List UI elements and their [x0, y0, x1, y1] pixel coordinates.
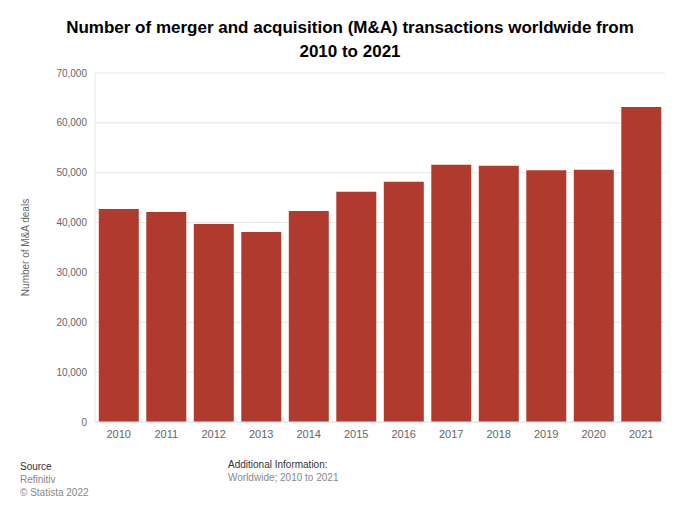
- html-text:Additional Information:: Additional Information:: [228, 459, 328, 470]
- svg-text:0: 0: [81, 417, 87, 428]
- svg-text:2018: 2018: [487, 428, 511, 440]
- html-text:Worldwide; 2010 to 2021: Worldwide; 2010 to 2021: [228, 472, 339, 483]
- html-text:Source: Source: [20, 461, 52, 472]
- svg-text:2015: 2015: [344, 428, 368, 440]
- svg-text:2014: 2014: [297, 428, 321, 440]
- svg-text:2011: 2011: [154, 428, 178, 440]
- svg-text:10,000: 10,000: [56, 367, 87, 378]
- html-text:© Statista 2022: © Statista 2022: [20, 487, 89, 498]
- html-text:Refinitiv: Refinitiv: [20, 474, 56, 485]
- svg-text:60,000: 60,000: [56, 117, 87, 128]
- svg-text:2012: 2012: [202, 428, 226, 440]
- svg-text:40,000: 40,000: [56, 217, 87, 228]
- svg-text:2010: 2010: [107, 428, 131, 440]
- svg-text:2017: 2017: [439, 428, 463, 440]
- svg-text:20,000: 20,000: [56, 317, 87, 328]
- svg-text:2020: 2020: [582, 428, 606, 440]
- svg-text:2019: 2019: [534, 428, 558, 440]
- svg-text:30,000: 30,000: [56, 267, 87, 278]
- svg-text:2021: 2021: [629, 428, 653, 440]
- svg-text:50,000: 50,000: [56, 167, 87, 178]
- svg-text:2013: 2013: [249, 428, 273, 440]
- svg-text:2016: 2016: [392, 428, 416, 440]
- svg-text:Number of M&A deals: Number of M&A deals: [20, 199, 31, 296]
- svg-text:70,000: 70,000: [56, 68, 87, 79]
- html-text:Number of merger and acquisiti: Number of merger and acquisition (M&A) t…: [66, 18, 634, 61]
